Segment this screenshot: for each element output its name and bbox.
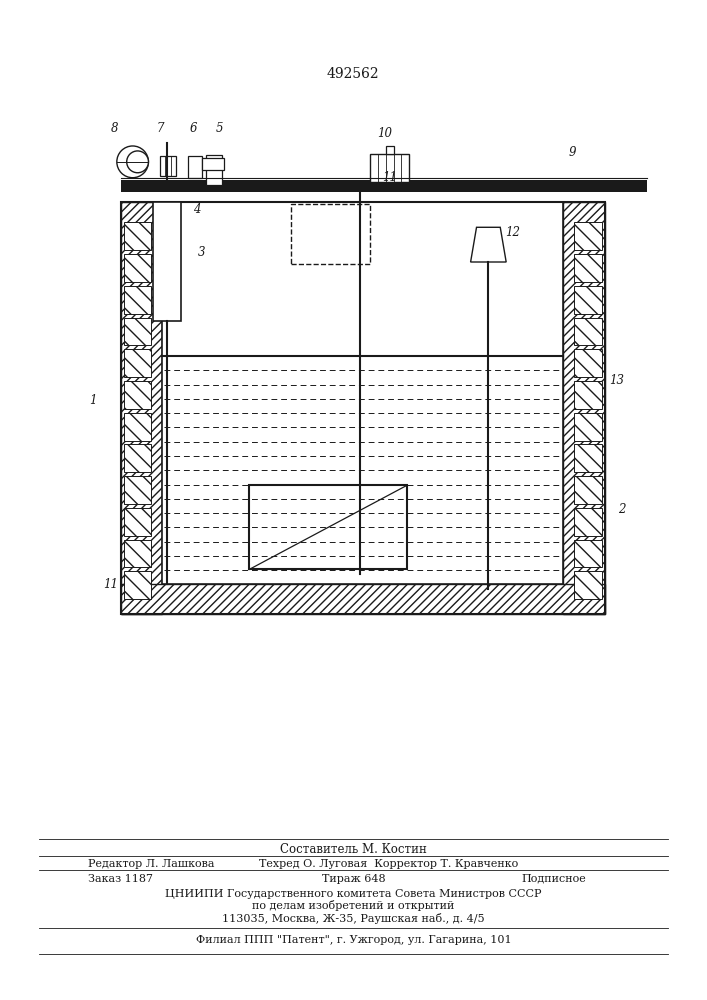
Bar xyxy=(160,156,176,176)
Polygon shape xyxy=(574,286,602,314)
Text: 7: 7 xyxy=(156,122,164,135)
Polygon shape xyxy=(163,202,563,584)
Bar xyxy=(370,154,409,182)
Text: 11: 11 xyxy=(382,171,397,184)
Text: 113035, Москва, Ж-35, Раушская наб., д. 4/5: 113035, Москва, Ж-35, Раушская наб., д. … xyxy=(222,913,485,924)
Bar xyxy=(385,146,394,154)
Polygon shape xyxy=(563,202,605,614)
Polygon shape xyxy=(124,381,151,409)
Text: 4: 4 xyxy=(193,203,201,216)
Text: ЦНИИПИ Государственного комитета Совета Министров СССР: ЦНИИПИ Государственного комитета Совета … xyxy=(165,889,542,899)
Text: 6: 6 xyxy=(190,122,198,135)
Polygon shape xyxy=(574,444,602,472)
Polygon shape xyxy=(574,540,602,567)
Polygon shape xyxy=(574,508,602,536)
Polygon shape xyxy=(574,318,602,345)
Polygon shape xyxy=(153,202,181,321)
Polygon shape xyxy=(574,413,602,440)
Polygon shape xyxy=(574,381,602,409)
Polygon shape xyxy=(574,254,602,282)
Text: 12: 12 xyxy=(506,226,520,239)
Bar xyxy=(121,180,646,192)
Text: 10: 10 xyxy=(377,127,392,140)
Bar xyxy=(201,158,223,170)
Text: 11: 11 xyxy=(103,578,118,591)
Polygon shape xyxy=(124,571,151,599)
Text: 3: 3 xyxy=(198,246,206,259)
Polygon shape xyxy=(574,349,602,377)
Circle shape xyxy=(117,146,148,178)
Text: 9: 9 xyxy=(568,146,576,159)
Polygon shape xyxy=(124,508,151,536)
Text: 5: 5 xyxy=(216,122,223,135)
Polygon shape xyxy=(124,254,151,282)
Polygon shape xyxy=(471,227,506,262)
Text: 8: 8 xyxy=(111,122,119,135)
Text: 492562: 492562 xyxy=(327,67,380,81)
Text: Редактор Л. Лашкова: Редактор Л. Лашкова xyxy=(88,859,214,869)
Text: 2: 2 xyxy=(618,503,626,516)
Text: по делам изобретений и открытий: по делам изобретений и открытий xyxy=(252,900,455,911)
Polygon shape xyxy=(124,444,151,472)
Text: Тираж 648: Тираж 648 xyxy=(322,874,385,884)
Polygon shape xyxy=(574,222,602,250)
Polygon shape xyxy=(124,540,151,567)
Circle shape xyxy=(127,151,148,173)
Text: Составитель М. Костин: Составитель М. Костин xyxy=(280,843,427,856)
Polygon shape xyxy=(124,222,151,250)
Polygon shape xyxy=(121,584,605,614)
Polygon shape xyxy=(124,349,151,377)
Bar xyxy=(206,155,221,185)
Polygon shape xyxy=(124,476,151,504)
Polygon shape xyxy=(121,202,163,614)
Text: Техред О. Луговая  Корректор Т. Кравченко: Техред О. Луговая Корректор Т. Кравченко xyxy=(259,859,518,869)
Text: Подписное: Подписное xyxy=(521,874,586,884)
Polygon shape xyxy=(250,485,407,569)
Text: 13: 13 xyxy=(609,374,624,387)
Bar xyxy=(188,156,201,178)
Text: Заказ 1187: Заказ 1187 xyxy=(88,874,153,884)
Polygon shape xyxy=(574,571,602,599)
Polygon shape xyxy=(124,318,151,345)
Text: Филиал ППП "Патент", г. Ужгород, ул. Гагарина, 101: Филиал ППП "Патент", г. Ужгород, ул. Гаг… xyxy=(196,935,511,945)
Polygon shape xyxy=(124,286,151,314)
Polygon shape xyxy=(574,476,602,504)
Text: 1: 1 xyxy=(89,394,97,407)
Polygon shape xyxy=(124,413,151,440)
